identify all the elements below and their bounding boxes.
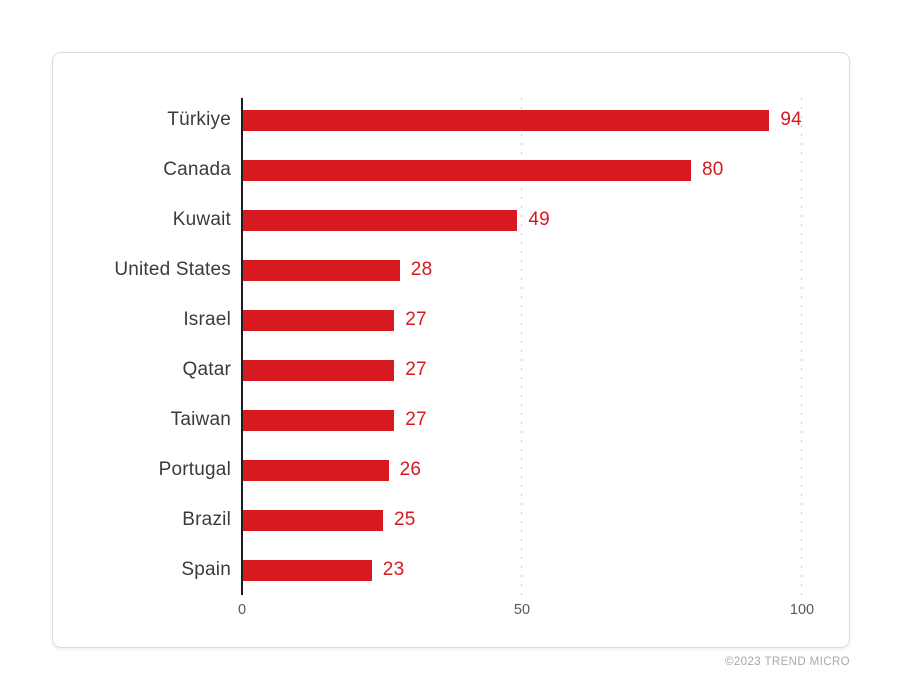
value-label: 28 [410, 259, 433, 280]
chart-row: Brazil 25 [53, 495, 849, 545]
x-tick-50: 50 [513, 602, 531, 618]
chart-row: Taiwan 27 [53, 395, 849, 445]
chart-row: Türkiye 94 [53, 95, 849, 145]
bar [243, 409, 395, 431]
bar [243, 209, 518, 231]
bar [243, 459, 389, 481]
category-label: Canada [163, 159, 231, 180]
copyright-credit: ©2023 TREND MICRO [725, 656, 850, 668]
category-label: Qatar [182, 359, 231, 380]
bar-area: 80 [243, 145, 849, 195]
gridline-50 [521, 98, 522, 595]
bar [243, 109, 770, 131]
category-label: Israel [183, 309, 231, 330]
value-label: 80 [702, 159, 724, 180]
bar-area: 28 [243, 245, 849, 295]
category-label: Kuwait [172, 209, 231, 230]
bar-rows: Türkiye 94 Canada 80 Kuwait 49 United States 28… [53, 95, 849, 595]
bar [243, 159, 691, 181]
value-label: 25 [394, 509, 416, 530]
bar-chart: Türkiye 94 Canada 80 Kuwait 49 United States 28… [53, 53, 849, 647]
category-label: Brazil [182, 509, 231, 530]
chart-row: Israel 27 [53, 295, 849, 345]
value-label: 94 [780, 109, 802, 130]
value-label: 27 [405, 409, 427, 430]
y-axis-line [241, 98, 243, 595]
chart-row: Portugal 26 [53, 445, 849, 495]
bar-area: 23 [243, 545, 849, 595]
category-label: Portugal [158, 459, 231, 480]
bar [243, 259, 400, 281]
bar-area: 27 [243, 295, 849, 345]
category-label: United States [114, 259, 231, 280]
value-label: 26 [399, 459, 422, 480]
bar [243, 359, 395, 381]
chart-card: Türkiye 94 Canada 80 Kuwait 49 United States 28… [52, 52, 850, 648]
category-label: Spain [181, 559, 231, 580]
x-tick-100: 100 [789, 602, 815, 618]
chart-row: Canada 80 [53, 145, 849, 195]
bar [243, 309, 395, 331]
value-label: 23 [382, 559, 405, 580]
category-label: Türkiye [167, 109, 231, 130]
value-label: 27 [405, 359, 427, 380]
bar-area: 27 [243, 345, 849, 395]
bar-area: 49 [243, 195, 849, 245]
gridline-100 [801, 98, 802, 595]
bar-area: 27 [243, 395, 849, 445]
chart-row: Qatar 27 [53, 345, 849, 395]
bar-area: 25 [243, 495, 849, 545]
x-tick-0: 0 [237, 602, 247, 618]
chart-row: Kuwait 49 [53, 195, 849, 245]
bar-area: 94 [243, 95, 849, 145]
bar [243, 559, 372, 581]
bar-area: 26 [243, 445, 849, 495]
chart-row: United States 28 [53, 245, 849, 295]
bar [243, 509, 383, 531]
category-label: Taiwan [170, 409, 231, 430]
value-label: 49 [528, 209, 550, 230]
value-label: 27 [405, 309, 427, 330]
chart-row: Spain 23 [53, 545, 849, 595]
